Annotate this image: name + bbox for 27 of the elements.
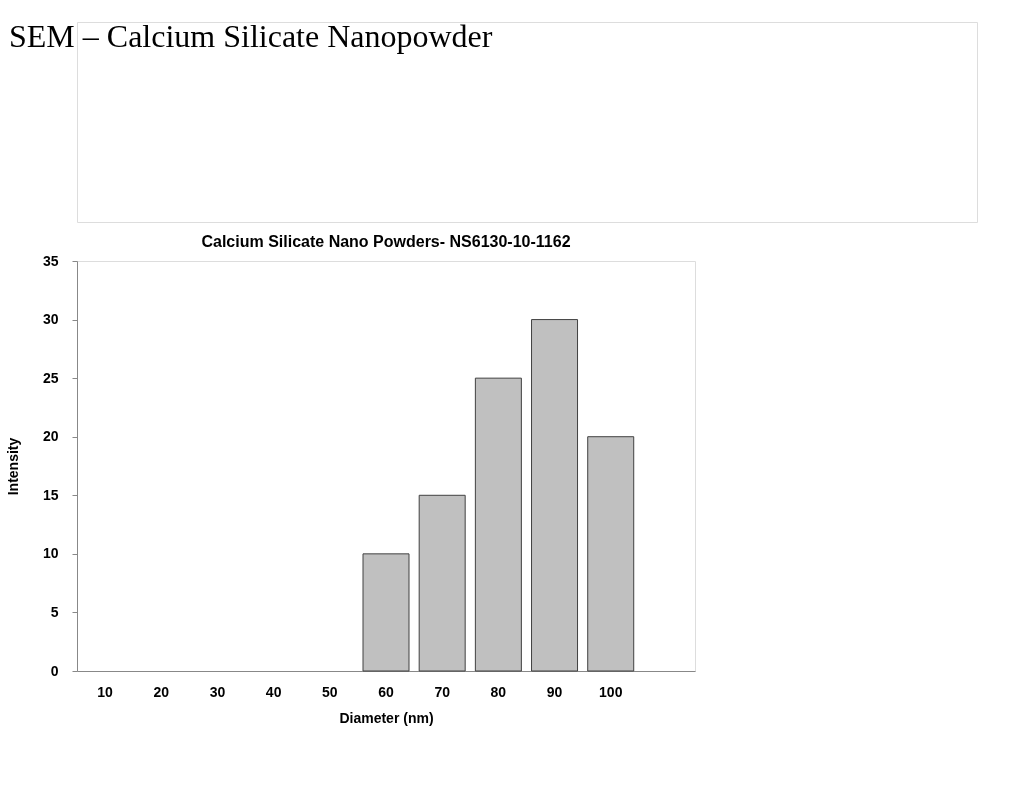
y-tick-label: 35: [42, 252, 59, 269]
chart-title: Calcium Silicate Nano Powders- NS6130-10-1162: [201, 233, 571, 250]
y-tick-label: 25: [42, 369, 59, 386]
bar: [362, 553, 410, 672]
x-tick-label: 80: [490, 683, 507, 700]
bar: [587, 436, 635, 672]
x-tick-label: 30: [209, 683, 226, 700]
y-tick-label: 5: [50, 603, 59, 620]
x-tick-label: 90: [546, 683, 563, 700]
x-axis-title: Diameter (nm): [339, 709, 434, 726]
bar: [474, 377, 522, 672]
x-tick-label: 60: [378, 683, 394, 700]
bar: [531, 319, 579, 672]
x-tick-label: 20: [153, 683, 170, 700]
y-tick-label: 30: [42, 311, 59, 328]
x-tick-label: 10: [97, 683, 114, 700]
text: SEM – Calcium Silicate Nanopowder: [9, 18, 493, 54]
x-tick-label: 50: [322, 683, 338, 700]
y-tick-label: 15: [42, 486, 59, 503]
x-tick-label: 100: [599, 683, 623, 700]
bar: [418, 494, 466, 672]
y-axis-title: Intensity: [4, 437, 21, 496]
y-tick-label: 10: [42, 545, 59, 562]
y-tick-label: 0: [50, 662, 59, 679]
x-tick-label: 40: [265, 683, 282, 700]
y-tick-label: 20: [42, 428, 59, 445]
x-tick-label: 70: [434, 683, 451, 700]
